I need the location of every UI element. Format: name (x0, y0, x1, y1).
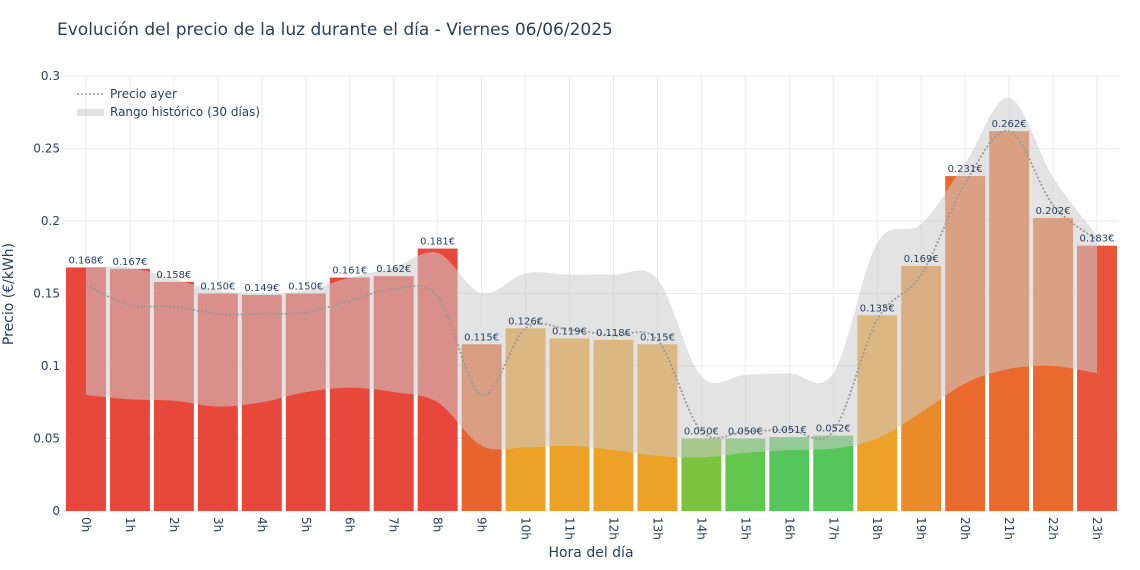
bar-value-label: 0.231€ (948, 164, 983, 175)
y-tick-label: 0.05 (33, 432, 60, 446)
x-tick-label: 11h (563, 517, 577, 540)
x-tick-label: 14h (694, 517, 708, 540)
bar-value-label: 0.161€ (332, 266, 367, 277)
bar-value-label: 0.135€ (860, 303, 895, 314)
x-tick-label: 22h (1046, 517, 1060, 540)
legend-yesterday-label: Precio ayer (110, 87, 177, 101)
y-tick-label: 0 (52, 504, 60, 518)
x-tick-label: 10h (519, 517, 533, 540)
legend: Precio ayer Rango histórico (30 días) (77, 87, 260, 119)
bar-value-label: 0.051€ (772, 425, 807, 436)
bar-value-label: 0.050€ (684, 427, 719, 438)
x-tick-label: 3h (211, 517, 225, 532)
legend-range-swatch (77, 109, 104, 116)
bar-value-label: 0.168€ (68, 255, 103, 266)
bar-value-label: 0.167€ (112, 257, 147, 268)
x-tick-label: 17h (826, 517, 840, 540)
legend-range-label: Rango histórico (30 días) (110, 105, 260, 119)
bar-value-label: 0.118€ (596, 328, 631, 339)
bar-value-label: 0.050€ (728, 427, 763, 438)
bar-value-label: 0.150€ (288, 282, 323, 293)
x-tick-label: 16h (782, 517, 796, 540)
historic-range-band (85, 97, 1098, 458)
y-axis-title: Precio (€/kWh) (1, 243, 17, 345)
x-tick-label: 2h (167, 517, 181, 532)
bar-value-label: 0.262€ (992, 119, 1027, 130)
bar-value-label: 0.115€ (464, 332, 499, 343)
x-tick-label: 9h (475, 517, 489, 532)
bar-value-label: 0.162€ (376, 264, 411, 275)
y-tick-label: 0.2 (41, 214, 60, 228)
x-tick-label: 12h (606, 517, 620, 540)
y-tick-label: 0.25 (33, 142, 60, 156)
x-tick-label: 23h (1090, 517, 1104, 540)
historic-range-area (85, 97, 1098, 458)
x-tick-label: 15h (738, 517, 752, 540)
x-tick-label: 6h (343, 517, 357, 532)
y-tick-label: 0.15 (33, 287, 60, 301)
x-tick-label: 8h (431, 517, 445, 532)
bar-value-label: 0.119€ (552, 326, 587, 337)
bar-value-label: 0.149€ (244, 283, 279, 294)
x-tick-label: 20h (958, 517, 972, 540)
chart-title: Evolución del precio de la luz durante e… (57, 20, 613, 40)
axes: 0 0.05 0.1 0.15 0.2 0.25 0.3 0h 1h 2h 3h 4h 5h 6h 7h 8h… (33, 69, 1104, 540)
x-tick-label: 0h (79, 517, 93, 532)
x-tick-label: 18h (870, 517, 884, 540)
x-tick-label: 13h (650, 517, 664, 540)
bar-value-label: 0.150€ (200, 282, 235, 293)
x-tick-label: 4h (255, 517, 269, 532)
y-tick-label: 0.1 (41, 359, 60, 373)
x-tick-label: 21h (1002, 517, 1016, 540)
bar-value-label: 0.115€ (640, 332, 675, 343)
x-tick-label: 1h (123, 517, 137, 532)
bar-value-label: 0.181€ (420, 237, 455, 248)
x-tick-label: 5h (299, 517, 313, 532)
bar-value-label: 0.183€ (1080, 234, 1115, 245)
bar-value-label: 0.052€ (816, 424, 851, 435)
bar-value-label: 0.158€ (156, 270, 191, 281)
yesterday-line (85, 130, 1098, 440)
bar-value-label: 0.126€ (508, 316, 543, 327)
bar-value-label: 0.169€ (904, 254, 939, 265)
x-tick-label: 7h (387, 517, 401, 532)
yesterday-price-line (85, 130, 1098, 440)
bar-value-label: 0.202€ (1036, 206, 1071, 217)
x-axis-title: Hora del día (548, 545, 633, 561)
y-tick-label: 0.3 (41, 69, 60, 83)
x-tick-label: 19h (914, 517, 928, 540)
bar-labels: 0.168€ 0.167€ 0.158€ 0.150€ 0.149€ 0.150€ 0.16… (68, 119, 1114, 437)
